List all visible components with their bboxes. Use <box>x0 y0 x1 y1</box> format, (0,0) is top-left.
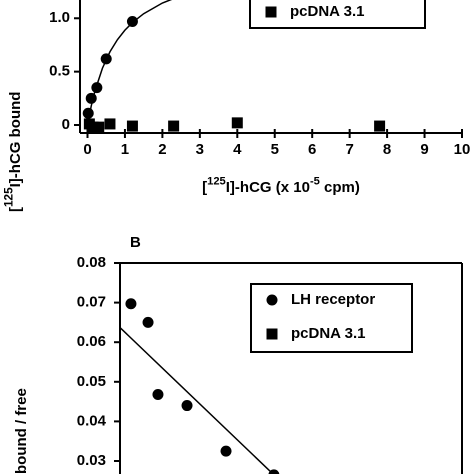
x-tick-label: 4 <box>233 141 242 158</box>
label-part: -5 <box>310 176 320 188</box>
y-tick-label: 0.05 <box>77 373 106 390</box>
circle-marker <box>181 400 193 412</box>
label-part: I]-hCG bound <box>7 92 24 188</box>
label-part: [ <box>7 207 24 212</box>
square-marker <box>168 120 180 132</box>
x-tick-label: 10 <box>454 141 471 158</box>
circle-marker <box>268 469 280 474</box>
square-marker <box>93 121 105 133</box>
square-marker <box>87 121 99 133</box>
square-marker <box>231 117 243 129</box>
label-part: 125 <box>2 187 15 207</box>
y-tick-label: 0.04 <box>77 412 107 429</box>
y-tick-label: 1.0 <box>49 9 70 26</box>
label-part: 125 <box>207 176 226 188</box>
legend-marker <box>266 328 278 340</box>
x-tick-label: 9 <box>420 141 428 158</box>
x-tick-label: 5 <box>271 141 279 158</box>
x-tick-label: 8 <box>383 141 391 158</box>
fit-line <box>119 327 275 474</box>
y-tick-label: 0 <box>62 116 70 133</box>
label-part: bound / free <box>13 388 30 474</box>
x-tick-label: 1 <box>121 141 129 158</box>
y-tick-label: 0.03 <box>77 452 106 469</box>
legend-box <box>250 283 413 353</box>
circle-marker <box>82 107 94 119</box>
panel-label: B <box>130 234 141 251</box>
circle-marker <box>142 316 154 328</box>
legend-marker <box>265 6 277 18</box>
circle-marker <box>100 53 112 65</box>
x-tick-label: 3 <box>196 141 204 158</box>
y-tick-label: 0.5 <box>49 63 70 80</box>
y-tick-label: 0.08 <box>77 254 106 271</box>
y-tick-label: 0.06 <box>77 333 106 350</box>
y-tick-label: 0.07 <box>77 294 106 311</box>
legend-marker <box>266 294 278 306</box>
circle-marker <box>220 445 232 457</box>
legend-label: LH receptor <box>291 291 375 308</box>
circle-marker <box>125 298 137 310</box>
circle-marker <box>126 15 138 27</box>
label-part: [ <box>202 179 207 196</box>
x-tick-label: 0 <box>83 141 91 158</box>
legend-label: pcDNA 3.1 <box>290 3 364 20</box>
x-tick-label: 6 <box>308 141 316 158</box>
square-marker <box>104 118 116 130</box>
legend-label: pcDNA 3.1 <box>291 325 365 342</box>
axis-label: bound / free <box>13 388 30 474</box>
circle-marker <box>85 92 97 104</box>
square-marker <box>374 120 386 132</box>
x-tick-label: 7 <box>345 141 353 158</box>
x-tick-label: 2 <box>158 141 166 158</box>
axis-label: [125I]-hCG (x 10-5 cpm) <box>202 176 360 196</box>
axis-label: [125I]-hCG bound <box>2 92 24 212</box>
label-part: cpm) <box>320 179 360 196</box>
circle-marker <box>91 82 103 94</box>
square-marker <box>126 120 138 132</box>
legend-box <box>249 0 426 29</box>
circle-marker <box>152 388 164 400</box>
label-part: I]-hCG (x 10 <box>226 179 310 196</box>
